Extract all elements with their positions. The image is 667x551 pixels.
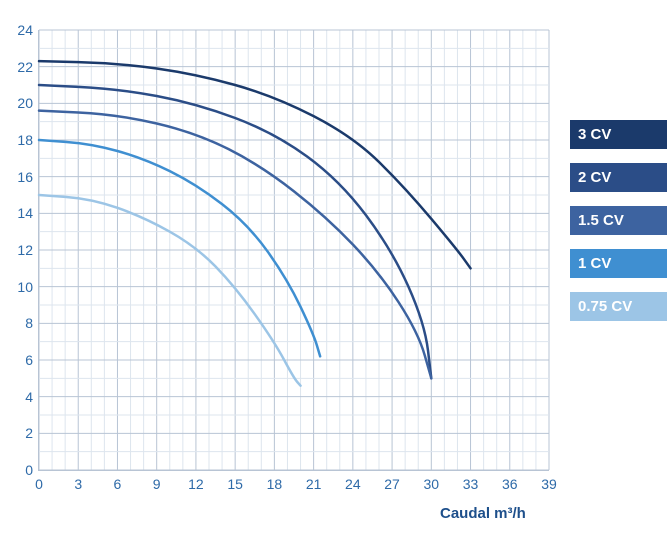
x-tick-label: 18	[267, 470, 283, 492]
chart-container: 0246810121416182022240369121518212427303…	[0, 0, 667, 551]
x-tick-label: 3	[74, 470, 82, 492]
x-tick-label: 12	[188, 470, 204, 492]
x-tick-label: 33	[463, 470, 479, 492]
x-tick-label: 6	[114, 470, 122, 492]
legend-item: 2 CV	[570, 163, 667, 192]
y-tick-label: 22	[17, 59, 39, 75]
y-tick-label: 16	[17, 169, 39, 185]
x-tick-label: 15	[227, 470, 243, 492]
legend-item: 1 CV	[570, 249, 667, 278]
y-tick-label: 2	[25, 425, 39, 441]
y-tick-label: 14	[17, 205, 39, 221]
x-tick-label: 27	[384, 470, 400, 492]
x-tick-label: 21	[306, 470, 322, 492]
chart-legend: 3 CV 2 CV 1.5 CV 1 CV 0.75 CV	[570, 120, 667, 335]
x-tick-label: 24	[345, 470, 361, 492]
y-tick-label: 8	[25, 315, 39, 331]
legend-item: 3 CV	[570, 120, 667, 149]
series-1.5-CV	[39, 111, 431, 379]
y-tick-label: 6	[25, 352, 39, 368]
x-tick-label: 39	[541, 470, 557, 492]
x-tick-label: 30	[424, 470, 440, 492]
legend-item: 1.5 CV	[570, 206, 667, 235]
x-tick-label: 9	[153, 470, 161, 492]
y-tick-label: 20	[17, 95, 39, 111]
chart-curves	[39, 30, 549, 470]
y-tick-label: 10	[17, 279, 39, 295]
series-1-CV	[39, 140, 320, 356]
chart-plot-area: 0246810121416182022240369121518212427303…	[38, 30, 549, 471]
y-tick-label: 24	[17, 22, 39, 38]
series-0.75-CV	[39, 195, 301, 386]
y-tick-label: 4	[25, 389, 39, 405]
x-axis-label: Caudal m³/h	[440, 505, 526, 522]
legend-item: 0.75 CV	[570, 292, 667, 321]
y-tick-label: 12	[17, 242, 39, 258]
y-tick-label: 18	[17, 132, 39, 148]
x-tick-label: 36	[502, 470, 518, 492]
series-2-CV	[39, 85, 431, 378]
x-tick-label: 0	[35, 470, 43, 492]
